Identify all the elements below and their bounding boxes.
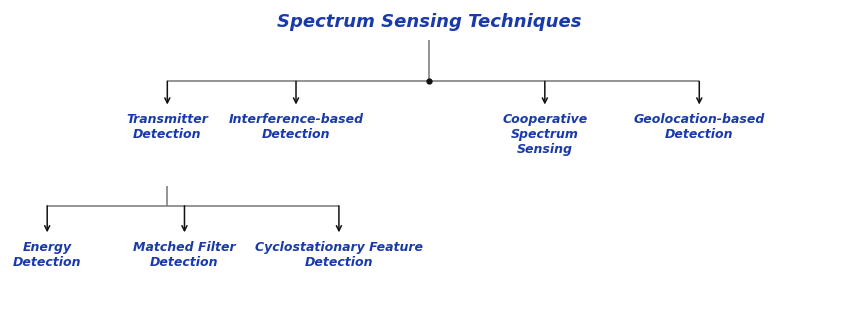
Text: Geolocation-based
Detection: Geolocation-based Detection [633,113,765,141]
Text: Interference-based
Detection: Interference-based Detection [228,113,364,141]
Text: Matched Filter
Detection: Matched Filter Detection [133,241,236,269]
Text: Spectrum Sensing Techniques: Spectrum Sensing Techniques [277,13,581,31]
Text: Cyclostationary Feature
Detection: Cyclostationary Feature Detection [255,241,423,269]
Text: Transmitter
Detection: Transmitter Detection [126,113,208,141]
Text: Cooperative
Spectrum
Sensing: Cooperative Spectrum Sensing [502,113,588,156]
Text: Energy
Detection: Energy Detection [13,241,82,269]
